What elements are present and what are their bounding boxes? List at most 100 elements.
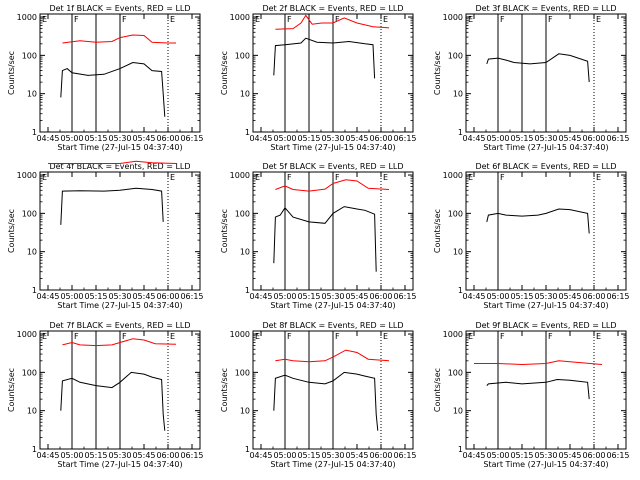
y-tick-label: 10 bbox=[240, 90, 250, 99]
x-tick-label: 05:15 bbox=[84, 134, 107, 143]
event-marker-label: E bbox=[170, 332, 175, 341]
y-tick-label: 10 bbox=[453, 248, 463, 257]
y-tick-label: 1000 bbox=[443, 13, 463, 22]
series-line-lld bbox=[275, 179, 390, 192]
series-line-events bbox=[60, 371, 166, 431]
y-axis-label: Counts/sec bbox=[433, 209, 442, 253]
x-tick-label: 05:00 bbox=[273, 134, 296, 143]
x-tick-label: 05:00 bbox=[273, 451, 296, 460]
x-tick-label: 05:45 bbox=[345, 292, 368, 301]
event-marker-label: E bbox=[596, 15, 601, 24]
x-tick-label: 06:15 bbox=[180, 451, 203, 460]
event-marker-label: F bbox=[74, 332, 79, 341]
x-tick-label: 05:00 bbox=[273, 292, 296, 301]
y-tick-label: 10 bbox=[27, 90, 37, 99]
chart-title: Det 3f BLACK = Events, RED = LLD bbox=[475, 4, 616, 13]
event-marker-label: F bbox=[287, 15, 292, 24]
x-tick-label: 06:00 bbox=[582, 134, 605, 143]
y-tick-label: 1 bbox=[32, 128, 37, 137]
chart-title: Det 1f BLACK = Events, RED = LLD bbox=[49, 4, 190, 13]
x-axis-label: Start Time (27-Jul-15 04:37:40) bbox=[483, 143, 608, 152]
series-line-lld bbox=[275, 349, 390, 363]
x-axis-label: Start Time (27-Jul-15 04:37:40) bbox=[57, 460, 182, 469]
x-tick-label: 06:15 bbox=[180, 134, 203, 143]
y-tick-label: 1 bbox=[245, 286, 250, 295]
plot-frame bbox=[465, 171, 627, 291]
chart-title: Det 2f BLACK = Events, RED = LLD bbox=[262, 4, 403, 13]
corner-label: E bbox=[42, 332, 47, 341]
chart-panel-4: Det 4f BLACK = Events, RED = LLD Counts/s… bbox=[7, 160, 204, 310]
chart-title: Det 8f BLACK = Events, RED = LLD bbox=[262, 321, 403, 330]
x-axis-label: Start Time (27-Jul-15 04:37:40) bbox=[270, 143, 395, 152]
y-tick-label: 1000 bbox=[230, 13, 250, 22]
x-tick-label: 05:00 bbox=[486, 451, 509, 460]
x-tick-label: 04:45 bbox=[462, 134, 485, 143]
event-marker-label: E bbox=[383, 15, 388, 24]
plot-frame bbox=[39, 171, 201, 291]
event-marker-label: F bbox=[122, 15, 127, 24]
x-tick-label: 06:15 bbox=[180, 292, 203, 301]
chart-panel-8: Det 8f BLACK = Events, RED = LLD Counts/s… bbox=[220, 321, 417, 469]
x-tick-label: 05:30 bbox=[534, 292, 557, 301]
chart-title: Det 9f BLACK = Events, RED = LLD bbox=[475, 321, 616, 330]
x-tick-label: 05:00 bbox=[486, 292, 509, 301]
x-tick-label: 05:15 bbox=[84, 292, 107, 301]
series-line-lld bbox=[474, 360, 603, 366]
x-tick-label: 04:45 bbox=[249, 134, 272, 143]
event-marker-label: F bbox=[287, 173, 292, 182]
x-tick-label: 06:15 bbox=[606, 292, 629, 301]
x-tick-label: 06:00 bbox=[156, 134, 179, 143]
y-tick-label: 10 bbox=[453, 90, 463, 99]
x-tick-label: 04:45 bbox=[249, 292, 272, 301]
series-line-events bbox=[486, 378, 590, 400]
event-marker-label: F bbox=[74, 15, 79, 24]
x-tick-label: 05:15 bbox=[297, 451, 320, 460]
x-tick-label: 05:15 bbox=[510, 451, 533, 460]
event-marker-label: F bbox=[335, 332, 340, 341]
chart-panel-9: Det 9f BLACK = Events, RED = LLD Counts/s… bbox=[433, 321, 630, 469]
x-tick-label: 05:45 bbox=[558, 451, 581, 460]
y-tick-label: 100 bbox=[448, 51, 463, 60]
y-tick-label: 1000 bbox=[230, 330, 250, 339]
y-tick-label: 1000 bbox=[443, 171, 463, 180]
x-tick-label: 05:45 bbox=[558, 134, 581, 143]
event-marker-label: F bbox=[500, 15, 505, 24]
y-tick-label: 10 bbox=[27, 248, 37, 257]
series-line-events bbox=[60, 61, 166, 117]
x-axis-label: Start Time (27-Jul-15 04:37:40) bbox=[483, 460, 608, 469]
x-tick-label: 06:00 bbox=[582, 292, 605, 301]
x-tick-label: 06:15 bbox=[393, 292, 416, 301]
series-line-events bbox=[486, 208, 590, 234]
event-marker-label: F bbox=[548, 15, 553, 24]
event-marker-label: E bbox=[383, 332, 388, 341]
chart-panel-7: Det 7f BLACK = Events, RED = LLD Counts/s… bbox=[7, 321, 204, 469]
x-tick-label: 05:15 bbox=[510, 292, 533, 301]
x-tick-label: 05:45 bbox=[132, 292, 155, 301]
y-tick-label: 1 bbox=[458, 445, 463, 454]
corner-label: E bbox=[468, 15, 473, 24]
x-tick-label: 05:00 bbox=[60, 134, 83, 143]
y-tick-label: 10 bbox=[27, 407, 37, 416]
x-tick-label: 05:30 bbox=[321, 292, 344, 301]
x-tick-label: 05:00 bbox=[60, 292, 83, 301]
event-marker-label: E bbox=[596, 173, 601, 182]
corner-label: E bbox=[468, 173, 473, 182]
y-axis-label: Counts/sec bbox=[7, 209, 16, 253]
x-tick-label: 05:45 bbox=[132, 451, 155, 460]
chart-title: Det 5f BLACK = Events, RED = LLD bbox=[262, 162, 403, 171]
y-tick-label: 1 bbox=[458, 286, 463, 295]
y-tick-label: 100 bbox=[235, 209, 250, 218]
x-tick-label: 05:15 bbox=[510, 134, 533, 143]
event-marker-label: E bbox=[170, 15, 175, 24]
x-tick-label: 04:45 bbox=[36, 134, 59, 143]
y-tick-label: 1 bbox=[245, 445, 250, 454]
x-tick-label: 06:00 bbox=[369, 134, 392, 143]
event-marker-label: F bbox=[335, 173, 340, 182]
y-tick-label: 10 bbox=[453, 407, 463, 416]
x-tick-label: 05:45 bbox=[558, 292, 581, 301]
y-tick-label: 1000 bbox=[17, 330, 37, 339]
chart-panel-2: Det 2f BLACK = Events, RED = LLD Counts/s… bbox=[220, 4, 417, 152]
y-tick-label: 10 bbox=[240, 407, 250, 416]
y-tick-label: 100 bbox=[22, 209, 37, 218]
